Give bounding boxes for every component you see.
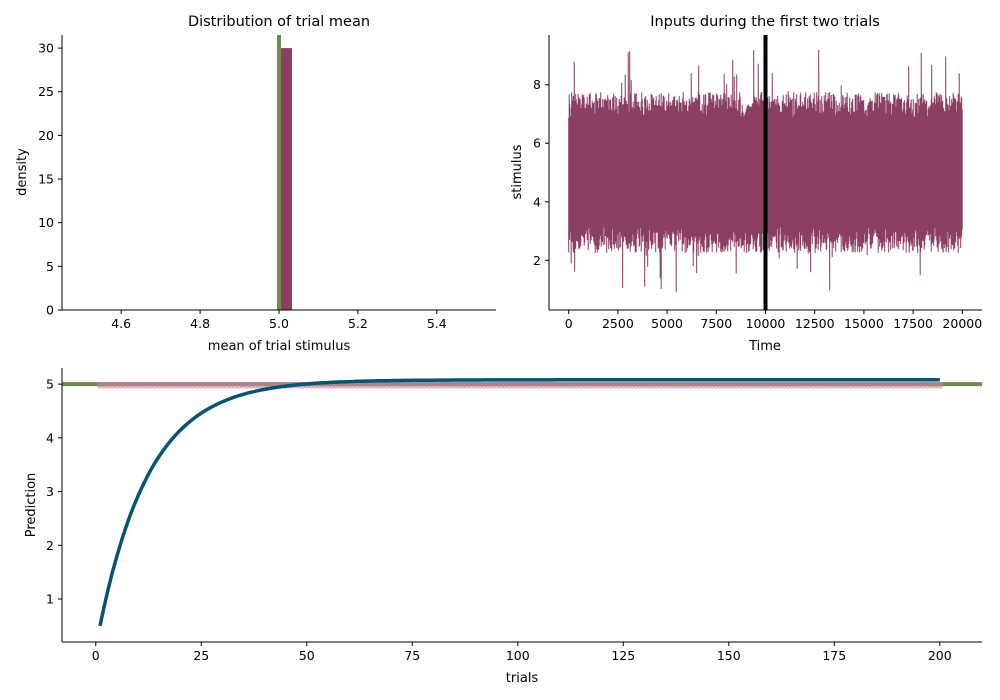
y-tick-label: 2 bbox=[533, 253, 541, 268]
y-tick-label: 4 bbox=[46, 430, 54, 445]
x-tick-label: 2500 bbox=[602, 316, 634, 331]
y-tick-label: 0 bbox=[46, 303, 54, 318]
prediction-y-label: Prediction bbox=[24, 473, 39, 538]
histogram-y-ticks: 0 5 10 15 20 25 30 bbox=[38, 41, 62, 318]
y-tick-label: 8 bbox=[533, 77, 541, 92]
x-tick-label: 5.4 bbox=[427, 316, 447, 331]
histogram-marks bbox=[277, 35, 293, 310]
trial-mean-point bbox=[936, 381, 944, 389]
x-tick-label: 75 bbox=[404, 648, 420, 663]
stimulus-y-label: stimulus bbox=[510, 144, 525, 199]
x-tick-label: 15000 bbox=[844, 316, 884, 331]
x-tick-label: 12500 bbox=[795, 316, 835, 331]
x-tick-label: 4.8 bbox=[190, 316, 210, 331]
y-tick-label: 1 bbox=[46, 592, 54, 607]
prediction-subplot: 0 25 50 75 100 125 150 175 200 1 2 3 4 5 trials Pred… bbox=[24, 368, 982, 686]
stimulus-title: Inputs during the first two trials bbox=[650, 14, 880, 30]
x-tick-label: 5000 bbox=[651, 316, 683, 331]
stimulus-subplot: Inputs during the first two trials 0 2500… bbox=[510, 14, 982, 354]
histogram-bar bbox=[279, 48, 293, 310]
y-tick-label: 15 bbox=[38, 172, 54, 187]
x-tick-label: 0 bbox=[92, 648, 100, 663]
histogram-x-ticks: 4.6 4.8 5.0 5.2 5.4 bbox=[111, 310, 447, 331]
y-tick-label: 25 bbox=[38, 84, 54, 99]
stimulus-y-ticks: 2 4 6 8 bbox=[533, 77, 549, 268]
y-tick-label: 6 bbox=[533, 136, 541, 151]
y-tick-label: 4 bbox=[533, 194, 541, 209]
y-tick-label: 10 bbox=[38, 215, 54, 230]
y-tick-label: 30 bbox=[38, 41, 54, 56]
x-tick-label: 7500 bbox=[700, 316, 732, 331]
x-tick-label: 50 bbox=[299, 648, 315, 663]
x-tick-label: 5.0 bbox=[269, 316, 289, 331]
x-tick-label: 150 bbox=[717, 648, 741, 663]
stimulus-x-label: Time bbox=[748, 339, 781, 354]
y-tick-label: 5 bbox=[46, 259, 54, 274]
x-tick-label: 125 bbox=[611, 648, 635, 663]
histogram-x-label: mean of trial stimulus bbox=[208, 339, 351, 354]
y-tick-label: 3 bbox=[46, 484, 54, 499]
x-tick-label: 25 bbox=[193, 648, 209, 663]
x-tick-label: 10000 bbox=[746, 316, 786, 331]
y-tick-label: 5 bbox=[46, 377, 54, 392]
x-tick-label: 200 bbox=[928, 648, 952, 663]
stimulus-x-ticks: 0 2500 5000 7500 10000 12500 15000 17500 20000 bbox=[565, 310, 982, 331]
x-tick-label: 20000 bbox=[942, 316, 982, 331]
prediction-x-ticks: 0 25 50 75 100 125 150 175 200 bbox=[92, 642, 952, 663]
prediction-x-label: trials bbox=[506, 671, 539, 686]
histogram-y-label: density bbox=[15, 148, 30, 196]
x-tick-label: 100 bbox=[506, 648, 530, 663]
x-tick-label: 0 bbox=[565, 316, 573, 331]
x-tick-label: 4.6 bbox=[111, 316, 131, 331]
prediction-line bbox=[98, 378, 940, 627]
x-tick-label: 17500 bbox=[893, 316, 933, 331]
y-tick-label: 2 bbox=[46, 538, 54, 553]
histogram-title: Distribution of trial mean bbox=[188, 14, 370, 30]
histogram-subplot: Distribution of trial mean 4.6 4.8 5.0 5.2 5… bbox=[15, 14, 496, 354]
prediction-y-ticks: 1 2 3 4 5 bbox=[46, 377, 62, 607]
prediction-marks bbox=[62, 378, 982, 627]
x-tick-label: 175 bbox=[822, 648, 846, 663]
y-tick-label: 20 bbox=[38, 128, 54, 143]
stimulus-marks bbox=[568, 35, 963, 310]
x-tick-label: 5.2 bbox=[348, 316, 368, 331]
